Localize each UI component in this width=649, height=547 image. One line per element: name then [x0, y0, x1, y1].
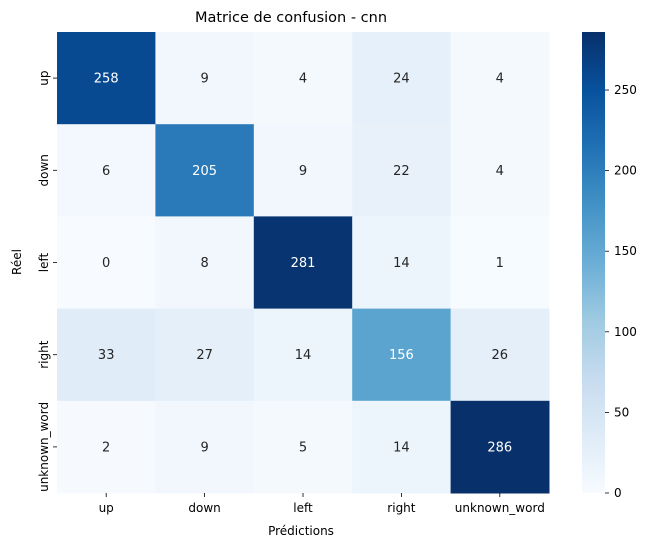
heatmap-cell: [253, 124, 353, 217]
cell-value-label: 205: [192, 164, 217, 179]
cell-value-label: 8: [200, 256, 208, 271]
y-tick-label: down: [37, 154, 51, 186]
heatmap-cell: [352, 124, 452, 217]
cell-value-label: 6: [102, 164, 110, 179]
y-tick-label: left: [37, 252, 51, 272]
heatmap-cell: [57, 124, 156, 217]
heatmap-cell: [352, 216, 452, 310]
heatmap-cell: [352, 32, 452, 125]
y-axis-label: Réel: [10, 249, 24, 275]
heatmap-cell: [450, 308, 550, 402]
heatmap-cell: [450, 400, 550, 494]
heatmap-cells: 258 9 4 24 4 6 205 9 22 4 0 8 281 14 1 33 27 14 156 26 2 9 5 14…: [57, 32, 550, 494]
y-tick-label: right: [37, 340, 51, 368]
cell-value-label: 156: [389, 348, 414, 363]
heatmap-cell: [352, 400, 452, 494]
heatmap-cell: [155, 124, 255, 217]
heatmap-cell: [57, 216, 156, 310]
x-axis-label: Prédictions: [268, 524, 334, 538]
colorbar: 0 50 100 150 200 250: [582, 32, 637, 500]
heatmap-cell: [253, 308, 353, 402]
cell-value-label: 281: [291, 256, 316, 271]
cell-value-label: 0: [102, 256, 110, 271]
x-tick-label: right: [387, 501, 415, 515]
colorbar-tick-label: 0: [614, 486, 622, 500]
x-axis-ticks: up down left right unknown_word: [99, 493, 545, 515]
cell-value-label: 4: [299, 72, 307, 87]
colorbar-tick-label: 200: [614, 164, 637, 178]
cell-value-label: 27: [196, 348, 213, 363]
heatmap-cell: [57, 400, 156, 494]
heatmap-cell: [57, 32, 156, 125]
heatmap-cell: [155, 216, 255, 310]
x-tick-label: left: [293, 501, 313, 515]
y-tick-label: up: [37, 70, 51, 85]
heatmap-cell: [450, 32, 550, 125]
colorbar-tick-label: 150: [614, 244, 637, 258]
cell-value-label: 4: [496, 72, 504, 87]
cell-value-label: 14: [393, 256, 410, 271]
heatmap-cell: [253, 216, 353, 310]
colorbar-tick-label: 100: [614, 325, 637, 339]
colorbar-tick-label: 50: [614, 405, 629, 419]
heatmap-cell: [155, 32, 255, 125]
cell-value-label: 14: [295, 348, 312, 363]
cell-value-label: 258: [94, 72, 119, 87]
x-tick-label: unknown_word: [455, 501, 545, 515]
heatmap-cell: [450, 216, 550, 310]
cell-value-label: 5: [299, 440, 307, 455]
cell-value-label: 26: [492, 348, 509, 363]
cell-value-label: 9: [200, 72, 208, 87]
y-axis-ticks: up down left right unknown_word: [37, 70, 57, 492]
x-tick-label: down: [188, 501, 220, 515]
cell-value-label: 9: [299, 164, 307, 179]
heatmap-cell: [253, 400, 353, 494]
cell-value-label: 14: [393, 440, 410, 455]
heatmap-cell: [450, 124, 550, 217]
cell-value-label: 4: [496, 164, 504, 179]
cell-value-label: 2: [102, 440, 110, 455]
colorbar-gradient: [582, 32, 605, 493]
cell-value-label: 33: [98, 348, 115, 363]
cell-value-label: 24: [393, 72, 410, 87]
cell-value-label: 286: [487, 440, 512, 455]
cell-value-label: 9: [200, 440, 208, 455]
y-tick-label: unknown_word: [37, 402, 51, 492]
cell-value-label: 1: [496, 256, 504, 271]
heatmap-cell: [155, 308, 255, 402]
heatmap-cell: [253, 32, 353, 125]
heatmap-cell: [155, 400, 255, 494]
heatmap-cell: [352, 308, 452, 402]
cell-value-label: 22: [393, 164, 410, 179]
colorbar-tick-label: 250: [614, 83, 637, 97]
x-tick-label: up: [99, 501, 114, 515]
heatmap-cell: [57, 308, 156, 402]
chart-title: Matrice de confusion - cnn: [195, 10, 387, 26]
